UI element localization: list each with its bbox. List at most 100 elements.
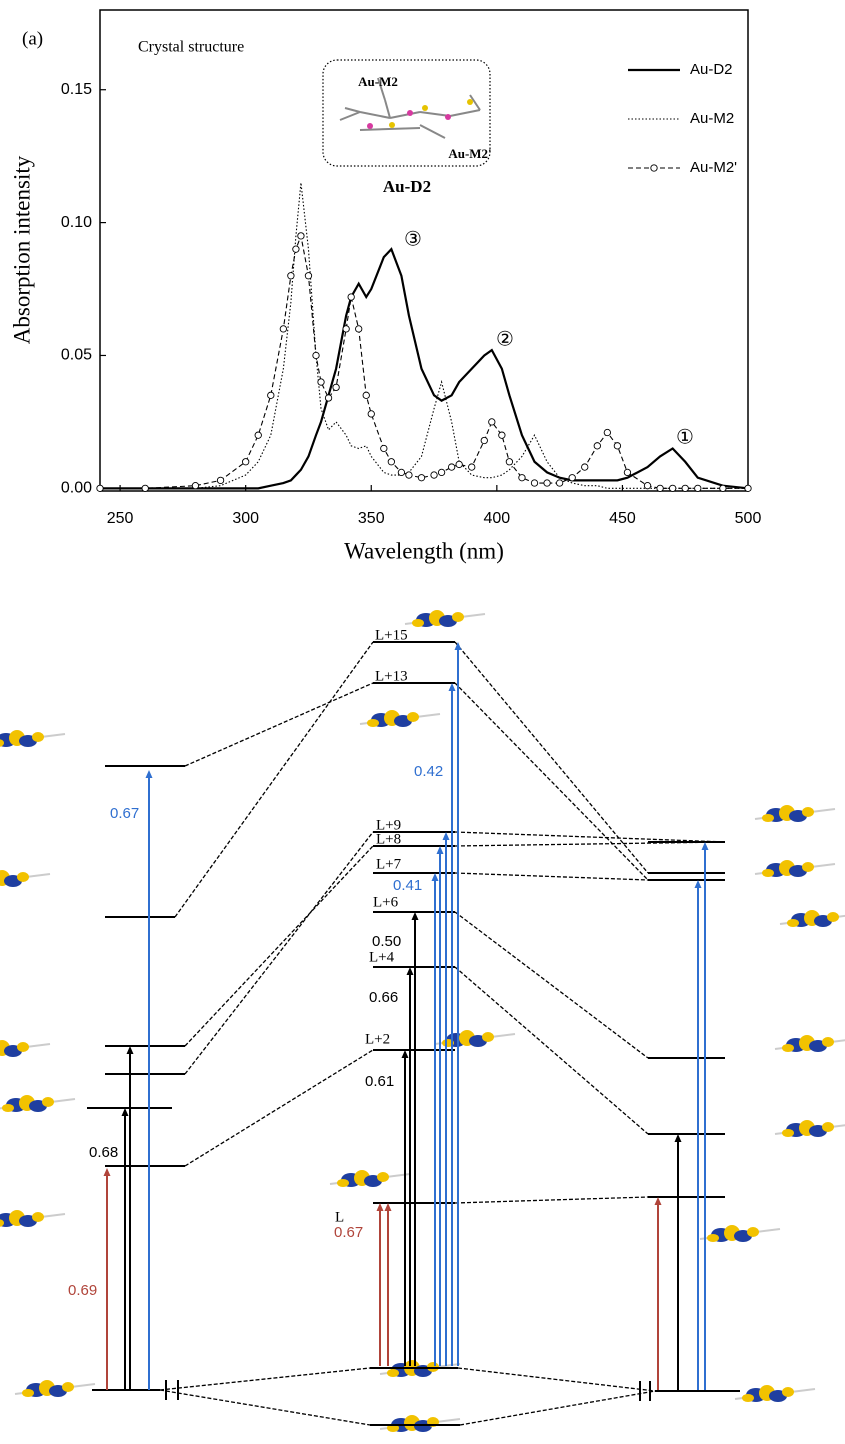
arrow-head (442, 832, 450, 840)
series-line (100, 247, 748, 490)
series-marker (480, 436, 488, 445)
series-marker (518, 474, 526, 482)
level-label: L+9 (376, 817, 401, 833)
inset-atom (367, 123, 373, 129)
level-label: L+7 (376, 856, 402, 872)
orbital-lobe (0, 739, 4, 747)
series-marker (623, 468, 632, 477)
series-marker (656, 484, 664, 492)
correlation-line (184, 831, 374, 1075)
series-marker (267, 391, 275, 399)
arrow-head (701, 842, 709, 850)
orbital-lobe (822, 1037, 834, 1047)
series-marker (744, 484, 752, 492)
series-line (100, 182, 748, 489)
orbital-lobe (17, 1042, 29, 1052)
series-marker (342, 325, 350, 333)
orbital-lobe (22, 1389, 34, 1397)
transition-label: 0.50 (372, 933, 401, 950)
transition-label: 0.67 (110, 805, 139, 822)
annotation: ① (676, 426, 694, 448)
orbital-lobe (387, 1369, 399, 1377)
legend-marker (650, 164, 658, 172)
energy-diagram: L+15L+13L+9L+8L+7L+6L+4L+2L0.670.420.410… (0, 610, 845, 1432)
annotation: ② (496, 328, 514, 350)
series-marker (447, 463, 456, 471)
series-marker (437, 468, 446, 477)
inset-box (322, 59, 491, 167)
legend-label: Au-D2 (690, 61, 733, 78)
series-marker (669, 484, 677, 492)
inset-bond (339, 111, 361, 121)
x-tick-label: 300 (232, 510, 259, 527)
orbital-lobe (32, 732, 44, 742)
orbital-lobe (407, 712, 419, 722)
orbital-lobe (2, 1104, 14, 1112)
level-label: L+2 (365, 1031, 390, 1047)
inset-bond (419, 124, 446, 139)
arrow-head (126, 1046, 134, 1054)
arrow-head (454, 642, 462, 650)
arrow-head (448, 683, 456, 691)
annotation: Crystal structure (138, 39, 244, 56)
level-label: L (335, 1209, 344, 1225)
series-marker (681, 484, 689, 492)
series-marker (347, 293, 355, 301)
transition-label: 0.41 (393, 877, 422, 894)
orbital-lobe (782, 1044, 794, 1052)
arrow-head (694, 880, 702, 888)
correlation-line (459, 1390, 656, 1426)
transition-label: 0.61 (365, 1073, 394, 1090)
arrow-head (406, 967, 414, 975)
series-marker (312, 351, 320, 360)
plot-frame (99, 9, 749, 492)
inset-atom (407, 110, 413, 116)
orbital-lobe (827, 912, 839, 922)
series-marker (568, 474, 576, 482)
arrow-head (103, 1168, 111, 1176)
absorption-chart: 250 300 350 400 450 500 0.00 0.05 0.10 0.15 Wavele… (9, 9, 761, 563)
orbital-lobe (337, 1179, 349, 1187)
orbital-lobe (367, 719, 379, 727)
series-marker (397, 468, 406, 477)
orbital-lobe (822, 1122, 834, 1132)
x-tick-label: 400 (483, 510, 510, 527)
series-marker (555, 479, 564, 487)
inset-atom (389, 122, 395, 128)
arrow-head (401, 1050, 409, 1058)
correlation-line (454, 841, 726, 847)
series-marker (719, 484, 727, 492)
y-tick-label: 0.10 (61, 214, 92, 231)
correlation-line (184, 845, 374, 1047)
series-marker (324, 394, 333, 402)
legend-label: Au-M2' (690, 159, 737, 176)
annotation: (a) (22, 28, 43, 49)
series-marker (96, 484, 104, 492)
level-label: L+8 (376, 831, 401, 847)
orbital-lobe (747, 1227, 759, 1237)
level-label: L+6 (373, 894, 399, 910)
inset-bond (359, 127, 421, 131)
series-marker (362, 391, 370, 399)
inset-atom (422, 105, 428, 111)
inset-bond (344, 107, 361, 113)
arrow-head (654, 1197, 662, 1205)
y-tick-label: 0.00 (61, 480, 92, 497)
level-label: L+4 (369, 949, 395, 965)
orbital-lobe (742, 1394, 754, 1402)
arrow-head (411, 912, 419, 920)
orbital-lobe (42, 1097, 54, 1107)
orbital-lobe (802, 862, 814, 872)
series-marker (468, 463, 476, 471)
arrow-head (431, 873, 439, 881)
orbital-lobe (707, 1234, 719, 1242)
inset-bond (359, 111, 391, 119)
transition-label: 0.66 (369, 989, 398, 1006)
orbital-lobe (452, 612, 464, 622)
orbital-lobe (762, 869, 774, 877)
arrow-head (384, 1203, 392, 1211)
x-tick-label: 450 (609, 510, 636, 527)
arrow-head (436, 846, 444, 854)
inset-bond (419, 111, 451, 117)
legend-label: Au-M2 (690, 110, 734, 127)
